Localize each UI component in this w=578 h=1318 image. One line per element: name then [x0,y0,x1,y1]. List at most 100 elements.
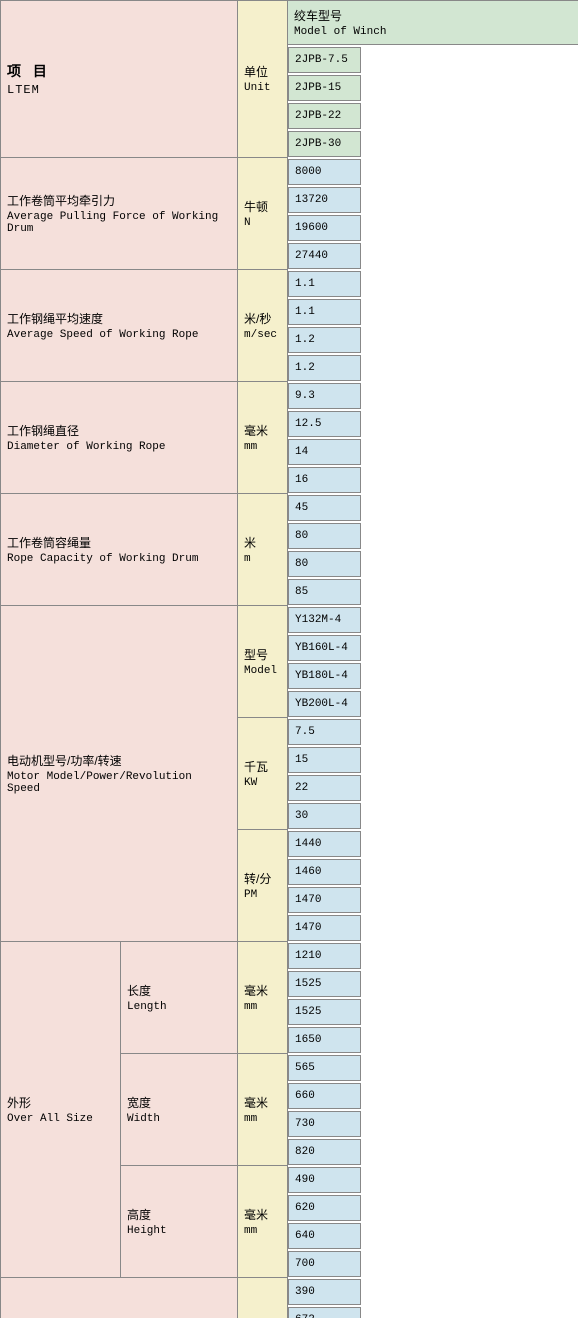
header-unit-cn: 单位 [244,63,281,80]
unit-en: mm [244,441,281,453]
label-en: Over All Size [7,1113,114,1125]
val-0: 8000 [288,159,361,185]
sub-cn: 宽度 [127,1094,231,1111]
unit-en: KW [244,777,281,789]
unit-en: mm [244,1225,281,1237]
unit-cn: 型号 [244,646,281,663]
val-2: 22 [288,775,361,801]
val-1: 12.5 [288,411,361,437]
val-0: 390 [288,1279,361,1305]
sub-cn: 长度 [127,982,231,999]
val-2: 1525 [288,999,361,1025]
unit-en: N [244,217,281,229]
val-2: 80 [288,551,361,577]
unit-en: m/sec [244,329,281,341]
val-1: 1460 [288,859,361,885]
val-0: 45 [288,495,361,521]
val-3: 85 [288,579,361,605]
label-en: Rope Capacity of Working Drum [7,553,231,565]
val-0: 9.3 [288,383,361,409]
unit-cn: 毫米 [244,1206,281,1223]
val-2: 14 [288,439,361,465]
row-pulling-force: 工作卷筒平均牵引力 Average Pulling Force of Worki… [1,157,578,269]
model-col-3: 2JPB-30 [288,131,361,157]
label-cn: 工作卷筒容绳量 [7,534,231,551]
model-col-0: 2JPB-7.5 [288,47,361,73]
sub-cn: 高度 [127,1206,231,1223]
unit-cn: 毫米 [244,1094,281,1111]
val-2: 730 [288,1111,361,1137]
header-unit-en: Unit [244,82,281,94]
label-en: Diameter of Working Rope [7,441,231,453]
val-2: 19600 [288,215,361,241]
unit-cn: 毫米 [244,982,281,999]
header-item-cn: 项 目 [7,61,231,81]
val-3: 1470 [288,915,361,941]
unit-cn: 米 [244,534,281,551]
spec-table: 项 目 LTEM 单位 Unit 绞车型号 Model of Winch 2JP… [0,0,578,1318]
row-motor-model: 电动机型号/功率/转速 Motor Model/Power/Revolution… [1,605,578,717]
val-3: 820 [288,1139,361,1165]
row-size-length: 外形 Over All Size 长度 Length 毫米 mm 1210 15… [1,941,578,1053]
unit-en: m [244,553,281,565]
row-rope-capacity: 工作卷筒容绳量 Rope Capacity of Working Drum 米 … [1,493,578,605]
val-1: 620 [288,1195,361,1221]
header-item-en: LTEM [7,83,231,97]
label-cn: 工作钢绳平均速度 [7,310,231,327]
val-3: 700 [288,1251,361,1277]
row-rope-speed: 工作钢绳平均速度 Average Speed of Working Rope 米… [1,269,578,381]
val-1: 1525 [288,971,361,997]
val-1: 15 [288,747,361,773]
sub-en: Length [127,1001,231,1013]
val-1: YB160L-4 [288,635,361,661]
header-item: 项 目 LTEM [1,1,238,158]
val-0: 565 [288,1055,361,1081]
label-cn: 电动机型号/功率/转速 [7,752,231,769]
unit-cn: 米/秒 [244,310,281,327]
model-col-1: 2JPB-15 [288,75,361,101]
unit-cn: 转/分 [244,870,281,887]
sub-en: Width [127,1113,231,1125]
val-0: Y132M-4 [288,607,361,633]
header-model-cn: 绞车型号 [294,7,573,24]
val-1: 660 [288,1083,361,1109]
val-1: 672 [288,1307,361,1318]
unit-cn: 千瓦 [244,758,281,775]
val-3: 27440 [288,243,361,269]
val-2: 640 [288,1223,361,1249]
label-cn: 工作卷筒平均牵引力 [7,192,231,209]
model-col-2: 2JPB-22 [288,103,361,129]
label-en: Average Speed of Working Rope [7,329,231,341]
unit-en: mm [244,1001,281,1013]
unit-en: PM [244,889,281,901]
val-1: 1.1 [288,299,361,325]
val-0: 490 [288,1167,361,1193]
header-model-en: Model of Winch [294,26,573,38]
val-3: 1650 [288,1027,361,1053]
label-cn: 工作钢绳直径 [7,422,231,439]
val-3: 16 [288,467,361,493]
unit-en: Model [244,665,281,677]
val-3: YB200L-4 [288,691,361,717]
row-weight: 总质量 Total Weight 千克 kg 390 672 900 1166 [1,1277,578,1318]
val-3: 1.2 [288,355,361,381]
row-rope-diam: 工作钢绳直径 Diameter of Working Rope 毫米 mm 9.… [1,381,578,493]
unit-en: mm [244,1113,281,1125]
val-3: 30 [288,803,361,829]
sub-en: Height [127,1225,231,1237]
val-0: 7.5 [288,719,361,745]
unit-cn: 牛顿 [244,198,281,215]
val-2: 1470 [288,887,361,913]
header-unit: 单位 Unit [238,1,288,158]
val-0: 1440 [288,831,361,857]
label-cn: 外形 [7,1094,114,1111]
val-1: 80 [288,523,361,549]
unit-cn: 毫米 [244,422,281,439]
label-en: Motor Model/Power/Revolution Speed [7,771,231,795]
val-2: 1.2 [288,327,361,353]
val-2: YB180L-4 [288,663,361,689]
val-1: 13720 [288,187,361,213]
val-0: 1.1 [288,271,361,297]
label-en: Average Pulling Force of Working Drum [7,211,231,235]
header-model: 绞车型号 Model of Winch [288,1,578,45]
